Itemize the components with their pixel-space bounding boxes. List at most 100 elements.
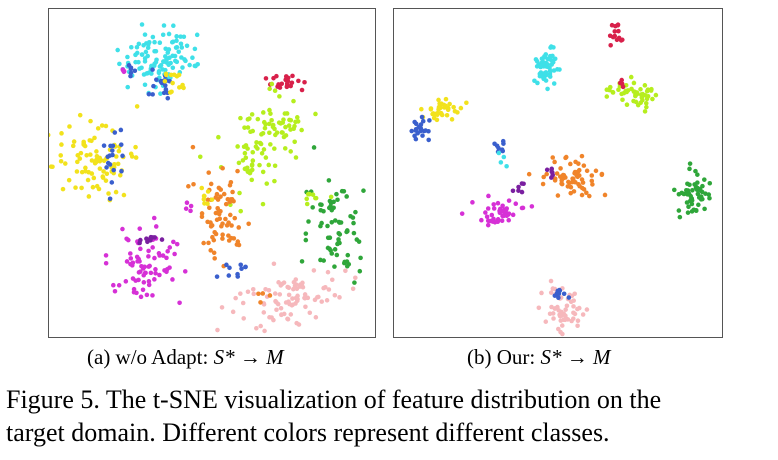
point: [123, 279, 129, 284]
point: [310, 205, 315, 210]
point: [228, 212, 233, 218]
point: [157, 272, 162, 278]
point: [220, 232, 225, 238]
point: [579, 192, 585, 198]
point: [197, 154, 203, 160]
point: [274, 73, 279, 79]
point: [144, 236, 149, 241]
point: [707, 195, 712, 201]
cluster-purple: [137, 234, 165, 246]
point: [205, 189, 211, 194]
point: [299, 259, 305, 264]
subcaption-b: (b) Our: S* → M: [467, 345, 610, 370]
point: [702, 177, 707, 182]
point: [238, 291, 243, 296]
point: [548, 290, 554, 295]
point: [526, 171, 532, 177]
point: [346, 261, 352, 267]
point: [629, 86, 634, 92]
point: [58, 158, 64, 164]
point: [242, 150, 248, 156]
point: [166, 62, 171, 68]
point: [142, 82, 148, 88]
cluster-yellow: [199, 185, 215, 206]
point: [610, 34, 616, 40]
point: [573, 159, 578, 165]
point: [536, 305, 542, 311]
point: [250, 158, 256, 163]
cluster-yellow: [419, 96, 469, 123]
point: [325, 223, 330, 229]
point: [139, 52, 145, 57]
point: [547, 74, 553, 79]
point: [439, 112, 445, 118]
point: [126, 62, 132, 68]
point: [552, 159, 557, 165]
point: [249, 163, 255, 168]
point: [202, 193, 207, 199]
point: [313, 111, 318, 117]
point: [269, 81, 275, 87]
point: [326, 178, 332, 183]
point: [575, 318, 581, 323]
point: [163, 87, 169, 92]
point: [353, 275, 358, 281]
point: [321, 285, 326, 291]
point: [285, 284, 290, 290]
point: [199, 185, 205, 191]
point: [325, 269, 331, 275]
point: [498, 160, 504, 165]
point: [279, 81, 285, 87]
cluster-yellow: [162, 71, 186, 95]
point: [272, 291, 278, 296]
point: [277, 94, 282, 99]
point: [115, 161, 121, 167]
point: [143, 49, 149, 55]
point: [464, 100, 469, 106]
point: [125, 54, 130, 60]
point: [556, 308, 561, 313]
point: [556, 326, 561, 332]
point: [555, 193, 561, 198]
point: [290, 296, 295, 301]
point: [332, 292, 338, 298]
figure-caption: Figure 5. The t-SNE visualization of fea…: [6, 383, 774, 449]
cluster-royal-blue: [492, 138, 506, 155]
point: [500, 203, 505, 209]
point: [335, 197, 340, 203]
point: [158, 91, 163, 96]
point: [260, 201, 266, 207]
point: [131, 286, 137, 292]
point: [271, 261, 277, 267]
point: [299, 127, 304, 133]
point: [164, 255, 169, 261]
point: [182, 57, 187, 62]
point: [412, 119, 417, 125]
point: [304, 201, 310, 207]
point: [146, 279, 152, 284]
point: [616, 35, 622, 41]
point: [164, 57, 169, 62]
point: [436, 97, 441, 103]
point: [275, 301, 281, 307]
point: [273, 132, 278, 138]
point: [105, 154, 111, 159]
point: [160, 253, 166, 258]
point: [258, 300, 263, 305]
point: [350, 286, 356, 292]
point: [693, 168, 698, 174]
point: [566, 295, 572, 300]
point: [139, 22, 145, 27]
point: [311, 268, 317, 273]
point: [250, 149, 256, 155]
point: [548, 278, 554, 284]
point: [564, 303, 570, 309]
point: [186, 184, 191, 189]
point: [206, 240, 211, 246]
point: [113, 189, 119, 195]
point: [557, 287, 562, 293]
subcaption-b-label: (b) Our:: [467, 345, 541, 369]
point: [116, 283, 122, 288]
point: [266, 162, 272, 168]
point: [428, 107, 434, 112]
